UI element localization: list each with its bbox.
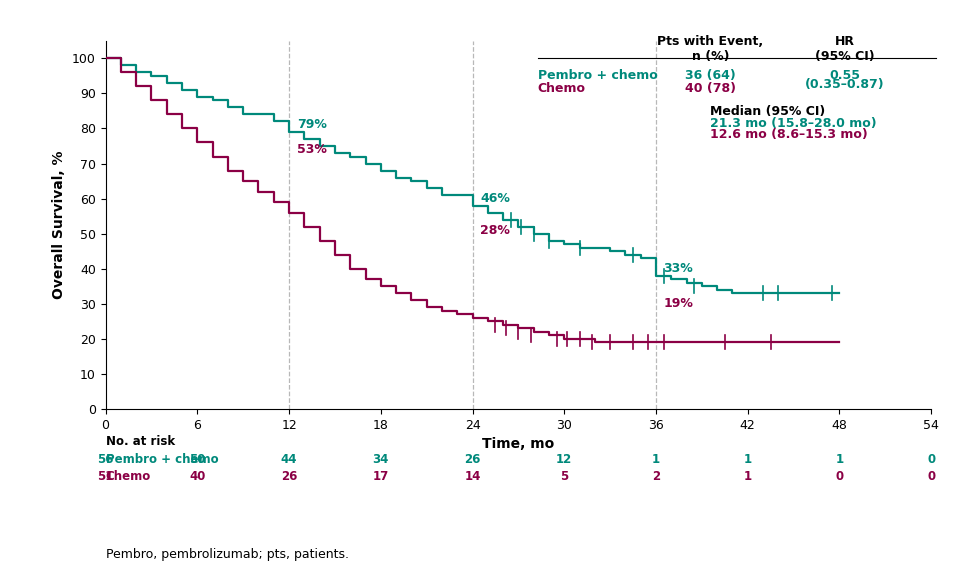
Text: 40: 40 — [189, 470, 205, 483]
Text: 28%: 28% — [480, 224, 510, 237]
Text: 19%: 19% — [663, 297, 693, 310]
Text: 0: 0 — [835, 470, 844, 483]
Text: 1: 1 — [744, 453, 752, 465]
Text: 51: 51 — [97, 470, 114, 483]
Text: Chemo: Chemo — [538, 82, 586, 95]
Text: (0.35–0.87): (0.35–0.87) — [805, 78, 884, 91]
Text: 46%: 46% — [480, 192, 510, 205]
Text: 34: 34 — [372, 453, 389, 465]
Text: 21.3 mo (15.8–28.0 mo): 21.3 mo (15.8–28.0 mo) — [710, 117, 877, 130]
Text: 2: 2 — [652, 470, 660, 483]
Text: 26: 26 — [281, 470, 298, 483]
Text: Pembro, pembrolizumab; pts, patients.: Pembro, pembrolizumab; pts, patients. — [106, 548, 348, 561]
Text: Chemo: Chemo — [106, 470, 151, 483]
Text: 1: 1 — [744, 470, 752, 483]
Text: 26: 26 — [465, 453, 481, 465]
Text: 1: 1 — [835, 453, 844, 465]
Text: 56: 56 — [97, 453, 114, 465]
Text: Median (95% CI): Median (95% CI) — [710, 105, 826, 118]
Text: 12: 12 — [556, 453, 572, 465]
Text: 0: 0 — [927, 470, 935, 483]
Text: No. at risk: No. at risk — [106, 435, 175, 448]
Text: 40 (78): 40 (78) — [684, 82, 736, 95]
Text: 0.55: 0.55 — [829, 69, 860, 82]
Text: Pembro + chemo: Pembro + chemo — [538, 69, 658, 82]
Text: 79%: 79% — [297, 119, 326, 131]
Text: 36 (64): 36 (64) — [685, 69, 735, 82]
Text: 44: 44 — [281, 453, 298, 465]
Text: (95% CI): (95% CI) — [815, 50, 875, 62]
Text: 50: 50 — [189, 453, 205, 465]
Text: 12.6 mo (8.6–15.3 mo): 12.6 mo (8.6–15.3 mo) — [710, 128, 868, 141]
Y-axis label: Overall Survival, %: Overall Survival, % — [53, 151, 66, 299]
Text: 5: 5 — [560, 470, 568, 483]
Text: 0: 0 — [927, 453, 935, 465]
Text: 53%: 53% — [297, 143, 326, 156]
Text: HR: HR — [835, 35, 854, 48]
Text: 1: 1 — [652, 453, 660, 465]
Text: 17: 17 — [372, 470, 389, 483]
Text: Pembro + chemo: Pembro + chemo — [106, 453, 218, 465]
Text: n (%): n (%) — [691, 50, 730, 62]
Text: 33%: 33% — [663, 262, 693, 275]
Text: 14: 14 — [465, 470, 481, 483]
X-axis label: Time, mo: Time, mo — [482, 437, 555, 451]
Text: Pts with Event,: Pts with Event, — [658, 35, 763, 48]
